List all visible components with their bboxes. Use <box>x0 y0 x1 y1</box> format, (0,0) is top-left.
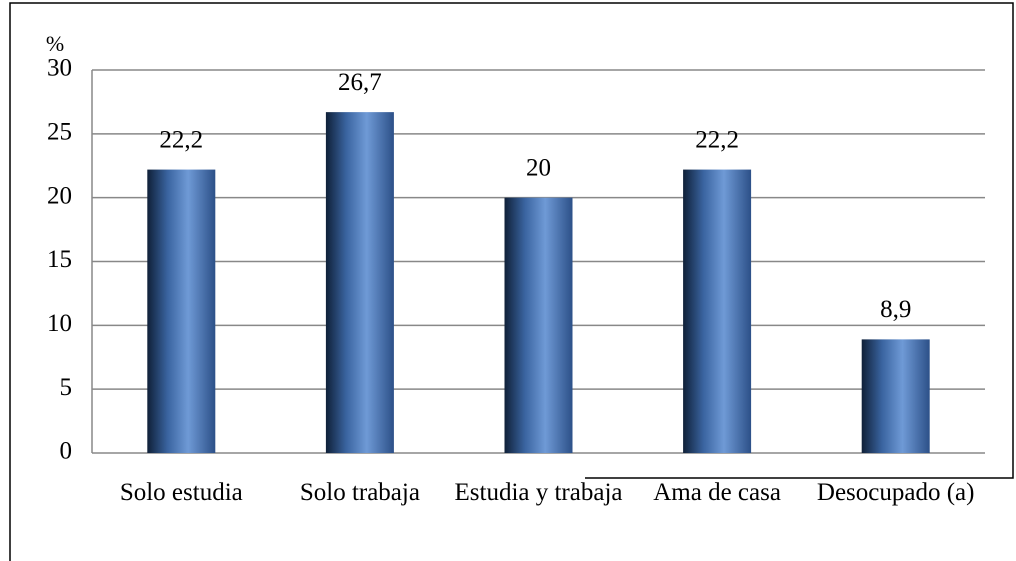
bar <box>683 169 752 453</box>
data-label: 22,2 <box>695 126 739 153</box>
frame <box>9 2 1014 561</box>
bar <box>147 169 216 453</box>
data-label: 8,9 <box>880 296 911 323</box>
bar <box>504 197 573 453</box>
y-tick-label: 20 <box>47 182 72 209</box>
data-label: 22,2 <box>159 126 203 153</box>
y-axis-label: % <box>46 31 64 56</box>
data-label: 20 <box>526 154 551 181</box>
data-label: 26,7 <box>338 69 382 96</box>
y-tick-label: 0 <box>60 438 73 465</box>
y-tick-label: 25 <box>47 119 72 146</box>
y-tick-label: 5 <box>60 374 73 401</box>
y-tick-label: 15 <box>47 246 72 273</box>
bar <box>325 112 394 453</box>
y-tick-label: 10 <box>47 310 72 337</box>
x-tick-label: Solo trabaja <box>300 479 420 506</box>
x-tick-label: Estudia y trabaja <box>455 479 623 506</box>
x-tick-label: Ama de casa <box>653 479 781 506</box>
x-tick-label: Desocupado (a) <box>817 479 975 506</box>
bar <box>861 339 930 453</box>
x-tick-label: Solo estudia <box>120 479 243 506</box>
y-tick-label: 30 <box>47 55 72 82</box>
